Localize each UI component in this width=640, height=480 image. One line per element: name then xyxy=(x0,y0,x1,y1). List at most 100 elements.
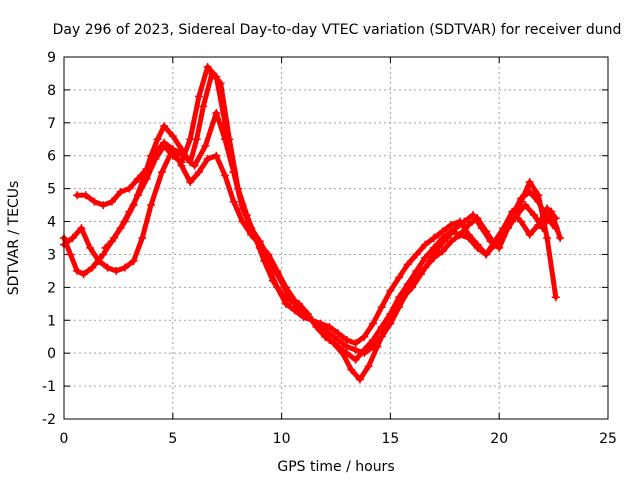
data-point xyxy=(368,319,377,328)
data-point xyxy=(342,336,351,345)
data-point xyxy=(508,207,517,216)
data-point xyxy=(157,168,166,177)
data-point xyxy=(525,230,534,239)
data-point xyxy=(229,197,238,206)
data-point xyxy=(360,332,369,341)
data-point xyxy=(334,329,343,338)
data-point xyxy=(194,92,203,101)
data-point xyxy=(347,365,356,374)
data-point xyxy=(464,220,473,229)
data-point xyxy=(308,316,317,325)
data-point xyxy=(360,345,369,354)
chart-title: Day 296 of 2023, Sidereal Day-to-day VTE… xyxy=(53,22,622,38)
y-tick-label: 3 xyxy=(47,247,56,263)
data-point xyxy=(201,141,210,150)
data-point xyxy=(116,187,125,196)
y-tick-label: 7 xyxy=(47,116,56,132)
data-point xyxy=(299,309,308,318)
data-point xyxy=(186,135,195,144)
data-point xyxy=(551,224,560,233)
data-point xyxy=(273,270,282,279)
data-point xyxy=(129,257,138,266)
data-point xyxy=(88,263,97,272)
data-point xyxy=(543,204,552,213)
data-point xyxy=(325,322,334,331)
data-point xyxy=(412,250,421,259)
data-point xyxy=(221,118,230,127)
data-point xyxy=(125,184,134,193)
data-point xyxy=(351,339,360,348)
data-point xyxy=(334,342,343,351)
series-track-1 xyxy=(60,69,565,384)
data-point xyxy=(386,286,395,295)
data-point xyxy=(551,293,560,302)
y-axis-label: SDTVAR / TECUs xyxy=(6,181,22,296)
data-point xyxy=(516,217,525,226)
y-tick-label: 4 xyxy=(47,215,56,231)
data-point xyxy=(316,319,325,328)
data-point xyxy=(147,201,156,210)
data-point xyxy=(194,168,203,177)
data-point xyxy=(264,253,273,262)
data-point xyxy=(103,263,112,272)
y-tick-label: 0 xyxy=(47,346,56,362)
data-point xyxy=(90,197,99,206)
data-point xyxy=(412,266,421,275)
data-point xyxy=(403,260,412,269)
data-point xyxy=(177,158,186,167)
data-point xyxy=(429,243,438,252)
data-point xyxy=(355,375,364,384)
data-point xyxy=(66,250,75,259)
data-point xyxy=(247,224,256,233)
data-point xyxy=(403,280,412,289)
data-point xyxy=(221,171,230,180)
data-point xyxy=(377,303,386,312)
data-point xyxy=(521,201,530,210)
data-series xyxy=(60,62,565,384)
data-point xyxy=(469,210,478,219)
data-point xyxy=(138,234,147,242)
data-point xyxy=(153,135,162,144)
data-point xyxy=(186,178,195,187)
data-point xyxy=(73,191,82,200)
data-point xyxy=(142,174,151,183)
data-point xyxy=(473,240,482,249)
data-point xyxy=(229,168,238,177)
data-point xyxy=(395,273,404,282)
data-point xyxy=(490,237,499,246)
data-point xyxy=(203,155,212,164)
x-tick-label: 15 xyxy=(381,431,399,447)
data-point xyxy=(116,224,125,233)
data-point xyxy=(530,210,539,219)
data-point xyxy=(281,286,290,295)
data-point xyxy=(133,191,142,200)
x-tick-label: 10 xyxy=(273,431,291,447)
data-point xyxy=(482,250,491,259)
data-point xyxy=(456,217,465,226)
data-point xyxy=(281,299,290,308)
data-point xyxy=(203,62,212,71)
data-point xyxy=(395,293,404,302)
data-point xyxy=(160,141,169,150)
series-track-4 xyxy=(101,62,560,348)
data-point xyxy=(525,187,534,196)
x-tick-label: 20 xyxy=(490,431,508,447)
data-point xyxy=(273,283,282,292)
data-point xyxy=(107,237,116,246)
data-point xyxy=(94,257,103,266)
y-tick-label: -2 xyxy=(42,412,56,428)
x-tick-label: 5 xyxy=(168,431,177,447)
data-point xyxy=(168,131,177,140)
data-point xyxy=(168,151,177,160)
x-tick-label: 25 xyxy=(599,431,617,447)
data-point xyxy=(77,224,86,233)
data-point xyxy=(79,270,88,279)
data-point xyxy=(290,299,299,308)
x-axis-label: GPS time / hours xyxy=(277,459,394,475)
y-tick-label: 6 xyxy=(47,149,56,165)
data-point xyxy=(516,194,525,203)
data-point xyxy=(386,309,395,318)
data-point xyxy=(534,197,543,206)
data-point xyxy=(534,220,543,229)
data-point xyxy=(212,72,221,81)
